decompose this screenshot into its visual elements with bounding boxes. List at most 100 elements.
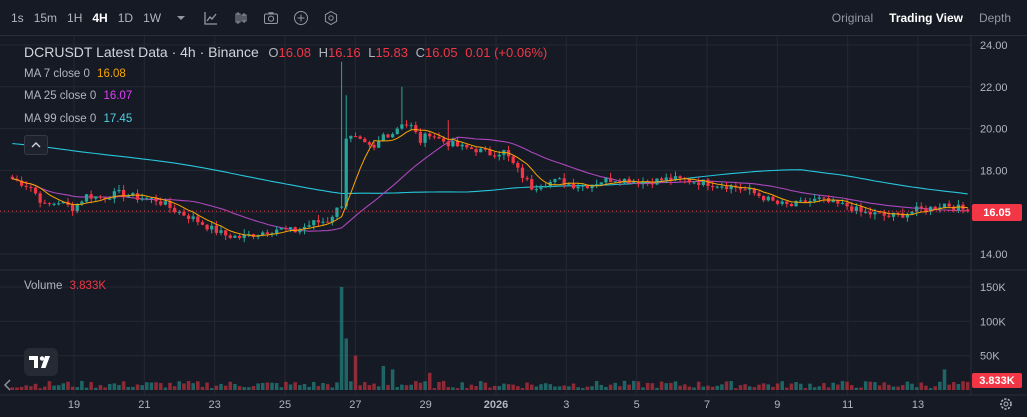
candle-body	[919, 206, 923, 209]
volume-bar	[209, 388, 214, 390]
candle-body	[822, 197, 826, 199]
timeframe-15m[interactable]: 15m	[33, 10, 58, 25]
timeframe-1d[interactable]: 1D	[117, 10, 134, 25]
candle-body	[910, 211, 914, 214]
candle-body	[177, 211, 181, 213]
chart-type-icon[interactable]	[233, 10, 249, 26]
volume-bar	[594, 381, 599, 390]
candle-body	[659, 178, 664, 181]
candle-body	[270, 233, 274, 235]
price-chart[interactable]: 24.0022.0020.0018.0016.0014.00150K100K50…	[0, 36, 1027, 417]
ma7-value: 16.08	[97, 68, 126, 80]
candle-body	[404, 124, 409, 126]
volume-bar	[785, 387, 789, 390]
volume-bar	[186, 380, 191, 390]
volume-bar	[33, 383, 38, 390]
volume-bar	[363, 382, 367, 390]
candle-body	[233, 235, 237, 238]
chevron-down-icon[interactable]	[173, 10, 189, 26]
timeframe-4h[interactable]: 4H	[92, 10, 108, 25]
timeframe-1s[interactable]: 1s	[11, 10, 24, 25]
candle-body	[358, 136, 362, 139]
candle-body	[766, 196, 770, 201]
camera-icon[interactable]	[263, 10, 279, 26]
volume-bar	[710, 386, 715, 390]
volume-label: Volume	[24, 280, 63, 292]
volume-bar	[349, 381, 353, 390]
time-tick-label: 3	[563, 399, 569, 411]
candle-body	[571, 183, 576, 189]
volume-bar	[701, 386, 706, 390]
volume-bar	[650, 383, 655, 390]
scroll-left-icon[interactable]	[4, 378, 12, 391]
volume-bar	[376, 386, 381, 390]
volume-value: 3.833K	[69, 280, 107, 292]
volume-bar	[80, 380, 84, 390]
view-original[interactable]: Original	[831, 11, 874, 25]
candle-body	[544, 186, 548, 188]
ma25-legend[interactable]: MA 25 close 0 16.07	[24, 90, 132, 102]
close-label: C	[415, 45, 426, 60]
view-trading-view[interactable]: Trading View	[889, 11, 963, 25]
volume-bar	[418, 382, 423, 390]
volume-bar	[247, 387, 251, 390]
candle-body	[126, 195, 130, 198]
candle-body	[845, 202, 849, 207]
timeframe-1h[interactable]: 1H	[67, 10, 83, 25]
candle-body	[446, 141, 450, 147]
volume-bar	[10, 387, 15, 390]
candle-body	[386, 134, 390, 138]
candle-body	[813, 198, 817, 202]
candle-body	[237, 235, 242, 238]
volume-bar	[655, 387, 659, 390]
candle-body	[854, 206, 858, 212]
collapse-legend-button[interactable]	[24, 135, 48, 155]
candle-body	[752, 188, 756, 194]
candle-body	[163, 201, 167, 205]
volume-bar	[590, 386, 594, 390]
candle-body	[321, 221, 325, 223]
volume-bar	[29, 386, 33, 390]
volume-bar	[414, 381, 418, 390]
volume-bar	[367, 385, 372, 390]
candle-body	[720, 186, 724, 188]
candle-body	[154, 197, 158, 202]
volume-bar	[608, 384, 613, 390]
view-depth[interactable]: Depth	[978, 11, 1011, 25]
volume-bar	[576, 387, 580, 390]
ma99-legend[interactable]: MA 99 close 0 17.45	[24, 113, 132, 125]
volume-bar	[404, 385, 409, 390]
time-tick-label: 7	[704, 399, 710, 411]
candle-body	[43, 202, 47, 204]
volume-bar	[107, 383, 112, 390]
indicators-icon[interactable]	[203, 10, 219, 26]
volume-bar	[877, 385, 882, 390]
candle-body	[859, 206, 863, 212]
volume-bar	[312, 381, 316, 390]
volume-bar	[135, 384, 140, 390]
settings-icon[interactable]	[323, 10, 339, 26]
candle-body	[762, 196, 766, 201]
volume-bar	[775, 383, 780, 390]
candle-body	[641, 181, 645, 184]
volume-bar	[469, 384, 474, 390]
candle-body	[432, 136, 436, 138]
volume-bar	[924, 385, 928, 390]
volume-bar	[265, 382, 270, 390]
candle-body	[493, 155, 497, 157]
tradingview-logo[interactable]	[24, 348, 58, 376]
volume-legend[interactable]: Volume 3.833K	[24, 280, 106, 292]
ma7-legend[interactable]: MA 7 close 0 16.08	[24, 68, 126, 80]
plus-icon[interactable]	[293, 10, 309, 26]
candle-body	[293, 227, 297, 233]
volume-bar	[437, 381, 441, 390]
chart-settings-button[interactable]	[996, 394, 1016, 414]
volume-bar	[567, 386, 571, 390]
timeframe-1w[interactable]: 1W	[143, 10, 162, 25]
candle-body	[80, 201, 84, 204]
candle-body	[414, 125, 418, 133]
candle-body	[729, 185, 733, 190]
volume-bar	[553, 386, 557, 390]
candle-body	[891, 212, 896, 217]
volume-bar	[492, 385, 497, 390]
